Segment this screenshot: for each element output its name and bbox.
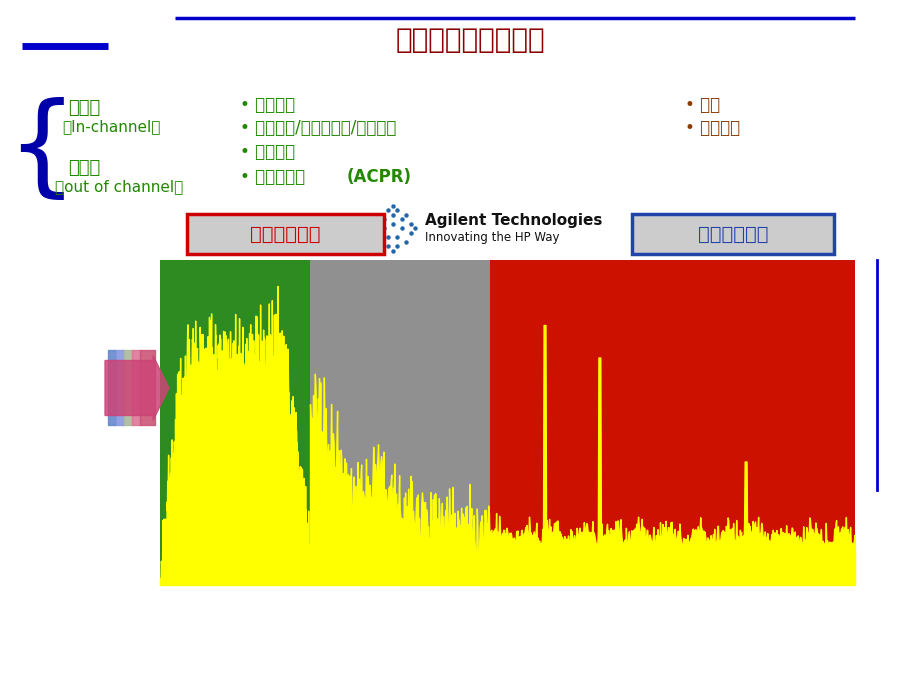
Bar: [490, 260, 854, 585]
FancyBboxPatch shape: [631, 214, 834, 254]
Text: • 调制精度: • 调制精度: [240, 143, 295, 161]
Text: （In-channel）: （In-channel）: [62, 119, 160, 135]
FancyBboxPatch shape: [187, 214, 383, 254]
Text: • 邻道功率比: • 邻道功率比: [240, 168, 305, 186]
Text: Agilent Technologies: Agilent Technologies: [425, 213, 602, 228]
Bar: [160, 260, 310, 585]
Text: • 信号频率: • 信号频率: [240, 96, 295, 114]
Text: Innovating the HP Way: Innovating the HP Way: [425, 230, 559, 244]
Bar: [310, 260, 490, 585]
Text: 完整的信号分析内容: 完整的信号分析内容: [395, 26, 544, 54]
Text: （out of channel）: （out of channel）: [55, 179, 183, 195]
Text: • 谐波: • 谐波: [685, 96, 720, 114]
Text: 频道内: 频道内: [68, 99, 100, 117]
Text: (ACPR): (ACPR): [346, 168, 412, 186]
Text: 带内测试项目: 带内测试项目: [250, 224, 321, 244]
Text: {: {: [6, 97, 77, 204]
Text: • 远端杂波: • 远端杂波: [685, 119, 739, 137]
FancyArrow shape: [105, 355, 169, 420]
Text: 带外测试项目: 带外测试项目: [697, 224, 767, 244]
Text: 频道外: 频道外: [68, 159, 100, 177]
Text: • 信号功率/时间，平均/峰値功率: • 信号功率/时间，平均/峰値功率: [240, 119, 396, 137]
